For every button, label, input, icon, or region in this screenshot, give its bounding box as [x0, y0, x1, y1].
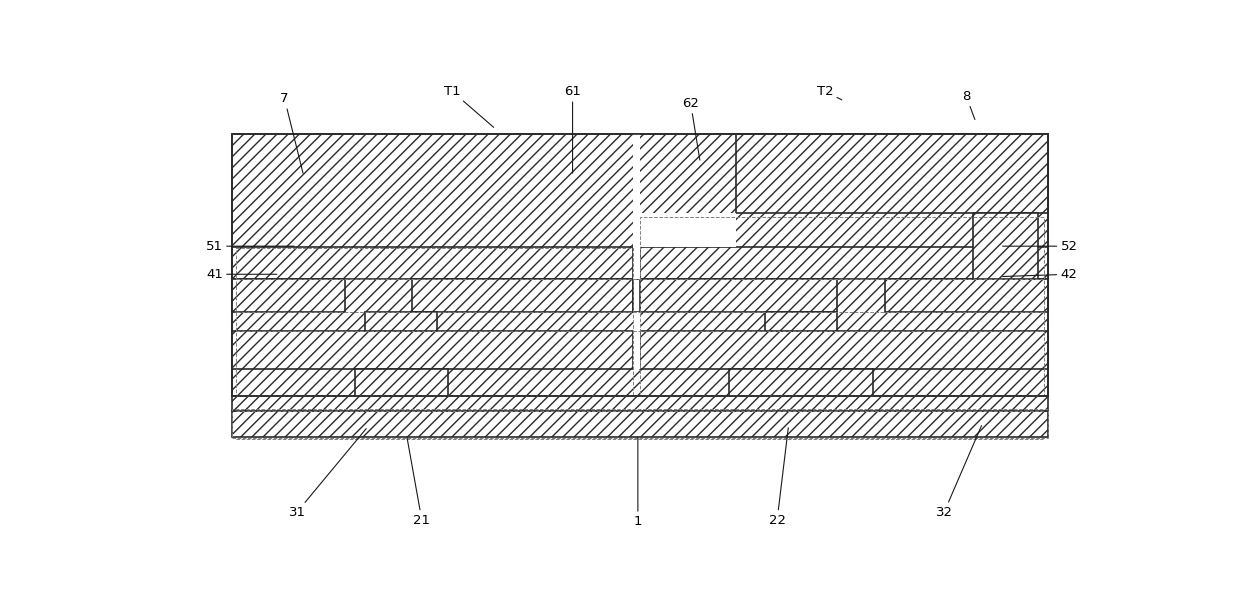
Text: T1: T1	[445, 85, 493, 127]
Bar	[354, 369, 447, 396]
Bar	[232, 247, 633, 279]
Bar	[633, 331, 639, 369]
Text: 51: 51	[206, 240, 294, 253]
Bar	[232, 409, 1048, 438]
Bar	[639, 331, 1048, 369]
Bar	[232, 134, 1048, 396]
Text: 31: 31	[289, 429, 367, 519]
Text: 21: 21	[406, 437, 430, 527]
Bar	[639, 213, 736, 247]
Text: 22: 22	[768, 428, 788, 527]
Bar	[232, 396, 1048, 411]
Bar	[413, 279, 633, 312]
Bar	[232, 411, 1048, 437]
Text: 1: 1	[633, 437, 642, 528]
Bar	[633, 312, 639, 331]
Bar	[232, 331, 633, 369]
Text: 62: 62	[683, 97, 700, 160]
Bar	[633, 247, 639, 279]
Bar	[633, 134, 639, 247]
Bar	[366, 312, 437, 331]
Text: 61: 61	[564, 85, 581, 173]
Bar	[729, 369, 873, 396]
Bar	[633, 279, 639, 312]
Text: 42: 42	[1002, 268, 1078, 281]
Bar	[973, 213, 1038, 279]
Bar	[885, 279, 1048, 312]
Bar	[766, 312, 838, 331]
Bar	[639, 247, 1048, 279]
Bar	[736, 134, 1048, 213]
Bar	[232, 134, 1048, 396]
Text: 41: 41	[206, 268, 278, 281]
Text: 8: 8	[961, 90, 975, 120]
Text: 52: 52	[1002, 240, 1078, 253]
Text: T2: T2	[817, 85, 841, 100]
Bar	[237, 248, 633, 395]
Text: 32: 32	[935, 426, 981, 519]
Bar	[232, 279, 344, 312]
Text: 7: 7	[280, 92, 304, 173]
Bar	[633, 213, 639, 247]
Bar	[639, 217, 1044, 395]
Bar	[639, 279, 836, 312]
